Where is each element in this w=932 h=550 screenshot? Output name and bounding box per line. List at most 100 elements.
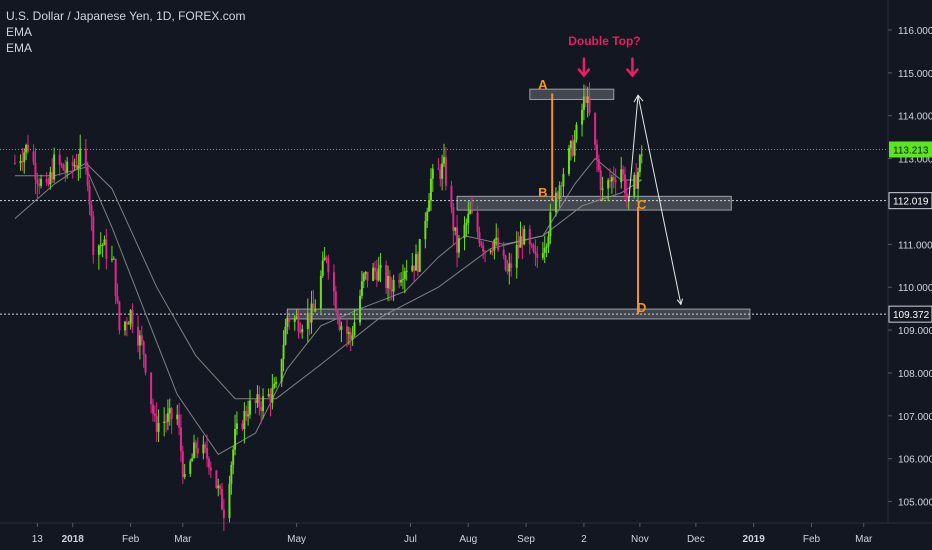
candle-body bbox=[13, 162, 16, 164]
candle-body bbox=[153, 413, 156, 416]
current-price-badge bbox=[889, 141, 932, 158]
candle-body bbox=[362, 273, 365, 282]
candle-body bbox=[178, 414, 181, 428]
y-tick-label: 108.000 bbox=[898, 369, 932, 380]
candle-body bbox=[297, 316, 300, 332]
candle-body bbox=[506, 269, 509, 272]
candle-body bbox=[92, 216, 95, 255]
candle-body bbox=[280, 359, 283, 382]
candle-body bbox=[450, 185, 453, 208]
candle-body bbox=[536, 254, 539, 258]
candle-body bbox=[379, 264, 382, 269]
candle-body bbox=[567, 148, 570, 174]
point-label-c: C bbox=[637, 197, 647, 212]
candle-body bbox=[581, 109, 584, 125]
candle-body bbox=[609, 180, 612, 182]
candle-body bbox=[228, 483, 231, 519]
candle-body bbox=[151, 404, 154, 414]
candle-body bbox=[306, 312, 309, 330]
candle-body bbox=[364, 271, 367, 274]
candle-body bbox=[405, 270, 408, 272]
indicator-ema-1[interactable]: EMA bbox=[6, 25, 33, 39]
candle-body bbox=[103, 239, 106, 246]
candle-body bbox=[411, 265, 414, 271]
candle-body bbox=[623, 174, 626, 194]
candle-body bbox=[310, 303, 313, 323]
candle-body bbox=[549, 212, 552, 237]
candle-body bbox=[625, 193, 628, 197]
candle-body bbox=[243, 411, 246, 429]
candle-body bbox=[97, 245, 100, 255]
candle-body bbox=[452, 207, 455, 231]
candle-body bbox=[416, 254, 419, 272]
candle-body bbox=[53, 154, 56, 180]
candle-body bbox=[502, 249, 505, 256]
candle-body bbox=[202, 444, 205, 454]
candle-body bbox=[340, 326, 343, 330]
y-tick-label: 115.000 bbox=[898, 69, 932, 80]
candle-body bbox=[614, 180, 617, 183]
candle-body bbox=[23, 152, 26, 163]
double-top-annotation: Double Top? bbox=[568, 34, 640, 48]
candle-body bbox=[377, 268, 380, 281]
candle-body bbox=[489, 250, 492, 253]
candle-body bbox=[163, 421, 166, 423]
indicator-ema-2[interactable]: EMA bbox=[6, 41, 33, 55]
candle-body bbox=[571, 141, 574, 156]
candle-body bbox=[206, 447, 209, 459]
candle-body bbox=[418, 239, 421, 272]
candle-body bbox=[463, 224, 466, 239]
x-tick-label: Mar bbox=[855, 534, 873, 545]
candle-body bbox=[562, 173, 565, 187]
candle-body bbox=[267, 394, 270, 397]
y-tick-label: 109.000 bbox=[898, 326, 932, 337]
candle-body bbox=[181, 451, 184, 477]
candle-body bbox=[457, 238, 460, 253]
symbol-title[interactable]: U.S. Dollar / Japanese Yen, 1D, FOREX.co… bbox=[6, 9, 246, 23]
candle-body bbox=[388, 276, 391, 290]
candle-body bbox=[545, 246, 548, 248]
candle-body bbox=[582, 96, 585, 110]
x-tick-label: Sep bbox=[517, 534, 535, 545]
candle-body bbox=[275, 381, 278, 384]
point-label-d: D bbox=[637, 300, 646, 315]
x-tick-label: 2 bbox=[581, 534, 587, 545]
candle-body bbox=[332, 272, 335, 292]
x-tick-label: 2018 bbox=[62, 534, 85, 545]
candle-body bbox=[469, 210, 472, 214]
candle-body bbox=[385, 264, 388, 289]
candle-body bbox=[101, 245, 104, 247]
candle-body bbox=[444, 157, 447, 186]
candle-body bbox=[584, 96, 587, 103]
candle-body bbox=[319, 275, 322, 309]
candle-body bbox=[19, 161, 22, 164]
candle-body bbox=[640, 154, 643, 156]
candle-body bbox=[443, 157, 445, 164]
candle-body bbox=[392, 279, 395, 292]
candle-body bbox=[142, 341, 145, 355]
candle-body bbox=[314, 308, 317, 312]
candle-body bbox=[221, 488, 223, 510]
candle-body bbox=[150, 372, 153, 405]
candle-body bbox=[170, 408, 173, 420]
candle-body bbox=[260, 407, 263, 412]
candle-body bbox=[353, 322, 356, 336]
candle-body bbox=[62, 164, 65, 171]
candle-body bbox=[144, 354, 147, 373]
candle-body bbox=[387, 276, 390, 289]
candle-body bbox=[415, 254, 418, 271]
candle-body bbox=[528, 229, 531, 245]
candle-body bbox=[543, 247, 546, 254]
candle-body bbox=[504, 255, 507, 270]
candle-body bbox=[633, 175, 636, 197]
candle-body bbox=[372, 267, 375, 281]
candle-body bbox=[215, 470, 218, 489]
x-tick-label: Feb bbox=[122, 534, 140, 545]
candle-body bbox=[560, 185, 563, 187]
candle-body bbox=[437, 168, 440, 170]
candle-body bbox=[286, 318, 289, 327]
candle-body bbox=[325, 257, 328, 259]
candle-body bbox=[521, 236, 524, 245]
